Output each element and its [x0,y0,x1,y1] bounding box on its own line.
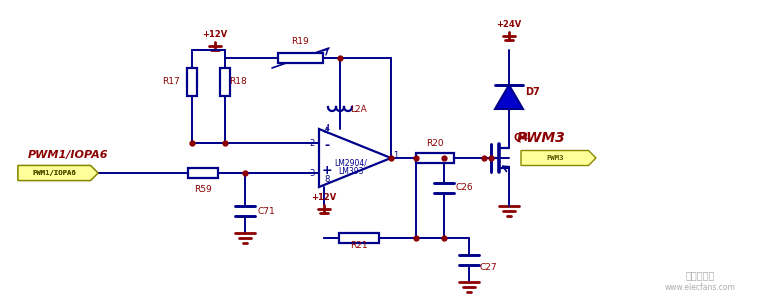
Text: 3: 3 [310,169,315,177]
Text: R18: R18 [229,77,247,87]
Text: R59: R59 [194,185,212,194]
Text: 1: 1 [393,151,398,161]
Text: R17: R17 [162,77,180,87]
Text: 8: 8 [324,175,330,184]
Polygon shape [521,150,596,165]
Text: +: + [322,164,332,177]
Text: +12V: +12V [311,193,337,202]
Bar [278,53,323,63]
Text: C71: C71 [257,207,275,216]
Text: LM393: LM393 [338,168,364,177]
Text: R20: R20 [426,139,444,148]
Text: D7: D7 [525,87,540,97]
Text: 4: 4 [324,127,329,136]
Text: www.elecfans.com: www.elecfans.com [665,283,736,292]
Bar [188,168,218,178]
Text: LM2904/: LM2904/ [334,158,367,168]
Bar [339,233,379,243]
Text: 4: 4 [325,124,330,133]
Text: C26: C26 [456,184,474,192]
Polygon shape [18,165,98,181]
Text: +24V: +24V [496,20,522,29]
Text: 电子发烧友: 电子发烧友 [686,270,715,280]
Polygon shape [495,85,523,109]
Text: +12V: +12V [202,30,228,39]
Text: PWM3: PWM3 [546,155,564,161]
Text: R19: R19 [292,37,310,46]
Text: PWM1/IOPA6: PWM1/IOPA6 [32,170,76,176]
Text: Q4: Q4 [513,132,528,142]
Text: -: - [324,139,330,153]
Text: PWM3: PWM3 [516,131,565,145]
Bar [220,68,230,96]
Polygon shape [18,165,98,181]
Text: PWM1/IOPA6: PWM1/IOPA6 [28,150,109,160]
Text: C27: C27 [479,263,496,273]
Bar [187,68,197,96]
Text: R21: R21 [350,241,367,250]
Bar [416,153,454,163]
Text: 2: 2 [310,138,315,147]
Text: PWM1/IOPA6: PWM1/IOPA6 [32,170,76,176]
Text: L2A: L2A [350,105,367,114]
Polygon shape [319,129,391,187]
